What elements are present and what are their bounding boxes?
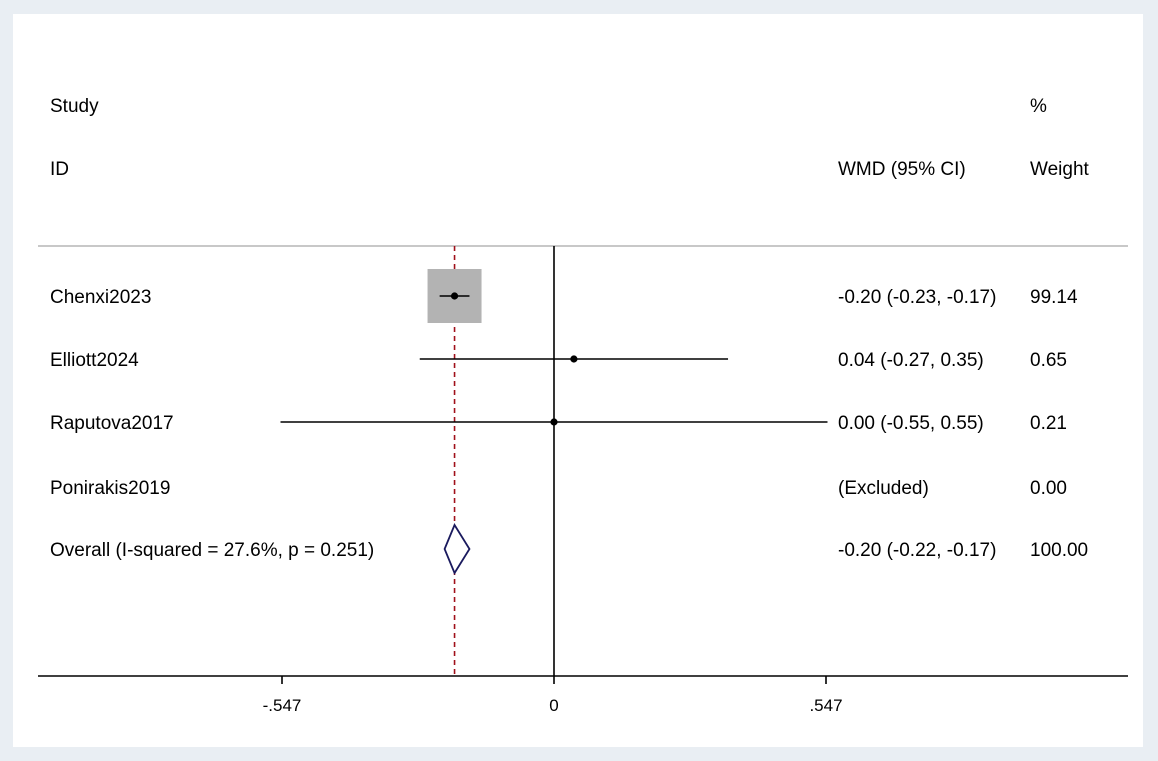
plot-marks — [280, 246, 828, 676]
overall-label: Overall (I-squared = 27.6%, p = 0.251) — [50, 540, 374, 561]
point-estimate — [450, 292, 459, 300]
header-percent: % — [1030, 96, 1047, 117]
study-label: Elliott2024 — [50, 350, 139, 371]
study-ci-text: -0.20 (-0.23, -0.17) — [838, 287, 996, 308]
x-tick-label: -.547 — [263, 696, 302, 715]
study-ci-text: 0.04 (-0.27, 0.35) — [838, 350, 984, 371]
header-study: Study — [50, 96, 99, 117]
study-ci-text: 0.00 (-0.55, 0.55) — [838, 413, 984, 434]
x-tick-label: .547 — [809, 696, 842, 715]
x-axis: -.547 0 .547 — [38, 675, 1128, 715]
overall-diamond — [443, 523, 471, 575]
study-weight-text: 0.00 — [1030, 478, 1067, 499]
study-weight-text: 99.14 — [1030, 287, 1078, 308]
overall-ci-text: -0.20 (-0.22, -0.17) — [838, 540, 996, 561]
study-weight-text: 0.21 — [1030, 413, 1067, 434]
study-weight-text: 0.65 — [1030, 350, 1067, 371]
header-id: ID — [50, 159, 69, 180]
point-estimate — [570, 355, 578, 363]
study-label: Raputova2017 — [50, 413, 174, 434]
header-effect: WMD (95% CI) — [838, 159, 966, 180]
x-tick-label: 0 — [549, 696, 558, 715]
study-ci-text: (Excluded) — [838, 478, 929, 499]
study-label: Chenxi2023 — [50, 287, 151, 308]
plot-panel — [13, 14, 1143, 747]
study-rows: Chenxi2023 -0.20 (-0.23, -0.17) 99.14 Ellio… — [50, 287, 1078, 499]
point-estimate — [550, 418, 558, 426]
header-weight: Weight — [1030, 159, 1090, 180]
study-label: Ponirakis2019 — [50, 478, 170, 499]
overall-weight-text: 100.00 — [1030, 540, 1088, 561]
